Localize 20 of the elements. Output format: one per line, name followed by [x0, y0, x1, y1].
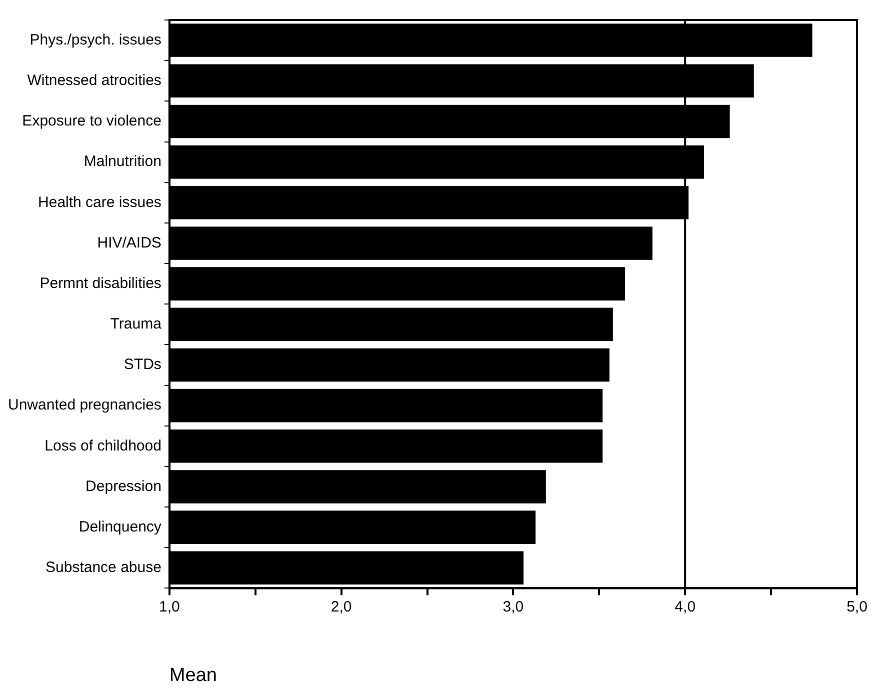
- y-tick-label: Exposure to violence: [22, 112, 162, 130]
- y-tick-label: STDs: [124, 356, 162, 374]
- x-tick-label: 3,0: [502, 598, 524, 616]
- x-tick-label: 4,0: [674, 598, 696, 616]
- x-tick-label: 5,0: [846, 598, 868, 616]
- y-tick-label: Substance abuse: [46, 559, 162, 576]
- y-tick-label: Health care issues: [38, 194, 162, 211]
- y-tick-label: Trauma: [110, 316, 162, 333]
- x-axis-title: Mean: [169, 664, 217, 686]
- y-tick-label: HIV/AIDS: [97, 234, 162, 252]
- x-tick-label: 1,0: [159, 598, 180, 616]
- y-tick-label: Delinquency: [78, 518, 162, 536]
- y-tick-label: Unwanted pregnancies: [8, 396, 162, 414]
- y-tick-label: Witnessed atrocities: [27, 72, 162, 90]
- x-tick-label: 2,0: [330, 598, 352, 616]
- y-tick-label: Phys./psych. issues: [30, 31, 162, 48]
- y-tick-label: Depression: [86, 478, 162, 495]
- y-tick-label: Permnt disabilities: [40, 274, 162, 292]
- y-tick-label: Malnutrition: [84, 153, 162, 170]
- y-tick-label: Loss of childhood: [44, 437, 162, 454]
